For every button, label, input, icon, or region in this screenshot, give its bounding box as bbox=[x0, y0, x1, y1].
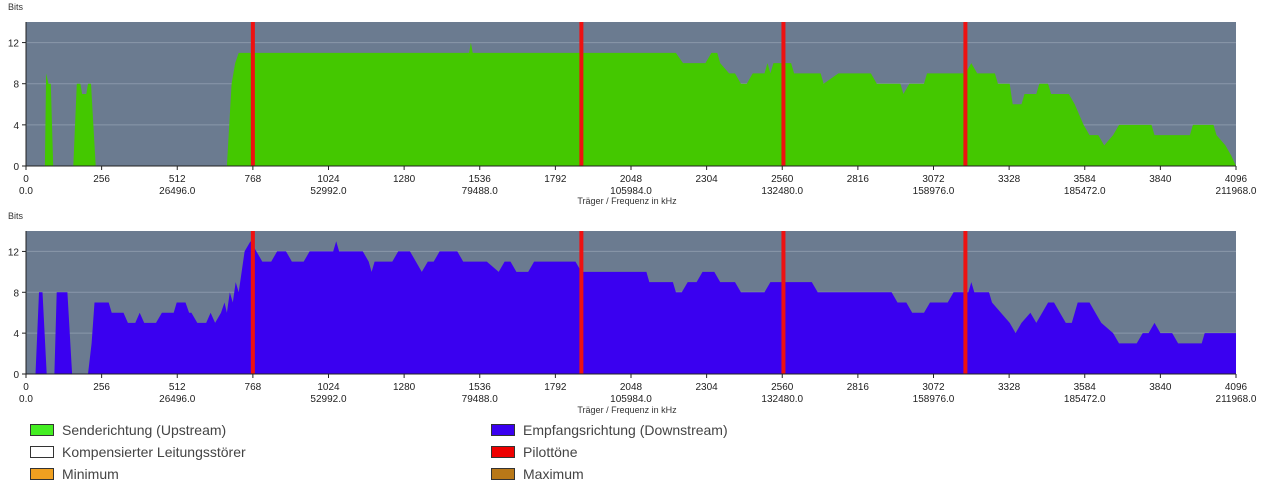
x-tick-label: 256 bbox=[93, 174, 110, 185]
x-tick-label: 1536 bbox=[469, 382, 492, 393]
frequency-tick-label: 0.0 bbox=[19, 186, 33, 197]
frequency-tick-label: 132480.0 bbox=[761, 186, 803, 197]
x-tick-label: 1536 bbox=[469, 174, 492, 185]
legend-item-downstream: Empfangsrichtung (Downstream) bbox=[491, 420, 728, 440]
downstream-chart: Bits Träger / Frequenz in kHz 0 4 8 12 0 256 5… bbox=[8, 211, 1257, 415]
frequency-tick-label: 26496.0 bbox=[159, 394, 196, 405]
x-tick-label: 1024 bbox=[317, 382, 340, 393]
x-tick-label: 2560 bbox=[771, 382, 794, 393]
x-tick-label: 4096 bbox=[1225, 382, 1248, 393]
frequency-tick-label: 185472.0 bbox=[1064, 186, 1106, 197]
legend-swatch-maximum bbox=[491, 468, 515, 480]
legend-label: Kompensierter Leitungsstörer bbox=[62, 444, 246, 460]
x-tick-label: 3328 bbox=[998, 174, 1021, 185]
pilot-tone-marker bbox=[781, 22, 786, 166]
x-tick-label: 2560 bbox=[771, 174, 794, 185]
frequency-tick-label: 211968.0 bbox=[1216, 186, 1257, 197]
y-tick-label: 8 bbox=[13, 80, 19, 91]
pilot-tone-marker bbox=[579, 22, 584, 166]
upstream-chart: Bits Träger / Frequenz in kHz 0 4 8 12 0 256 5… bbox=[8, 2, 1257, 206]
legend-label: Empfangsrichtung (Downstream) bbox=[523, 422, 728, 438]
legend-swatch-upstream bbox=[30, 424, 54, 436]
frequency-tick-label: 0.0 bbox=[19, 394, 33, 405]
legend-swatch-minimum bbox=[30, 468, 54, 480]
legend-label: Minimum bbox=[62, 466, 119, 482]
x-tick-label: 1792 bbox=[544, 382, 567, 393]
y-tick-label: 12 bbox=[8, 247, 20, 258]
y-tick-label: 12 bbox=[8, 39, 20, 50]
x-tick-label: 512 bbox=[169, 382, 186, 393]
frequency-tick-label: 158976.0 bbox=[913, 394, 955, 405]
x-tick-label: 768 bbox=[245, 174, 262, 185]
x-tick-label: 0 bbox=[23, 382, 29, 393]
x-tick-label: 512 bbox=[169, 174, 186, 185]
y-axis-label: Bits bbox=[8, 2, 24, 12]
pilot-tone-marker bbox=[963, 231, 968, 374]
x-tick-label: 3072 bbox=[922, 382, 945, 393]
legend-swatch-compensated-noise bbox=[30, 446, 54, 458]
legend-label: Pilottöne bbox=[523, 444, 578, 460]
x-tick-label: 3584 bbox=[1074, 174, 1097, 185]
legend-swatch-pilot-tones bbox=[491, 446, 515, 458]
legend-item-upstream: Senderichtung (Upstream) bbox=[30, 420, 226, 440]
legend-item-pilot-tones: Pilottöne bbox=[491, 442, 577, 462]
frequency-tick-label: 211968.0 bbox=[1216, 394, 1257, 405]
pilot-tone-marker bbox=[963, 22, 968, 166]
x-tick-label: 3328 bbox=[998, 382, 1021, 393]
frequency-tick-label: 26496.0 bbox=[159, 186, 196, 197]
x-tick-label: 0 bbox=[23, 174, 29, 185]
frequency-tick-label: 105984.0 bbox=[610, 186, 652, 197]
x-axis-label: Träger / Frequenz in kHz bbox=[577, 196, 677, 206]
x-tick-label: 3072 bbox=[922, 174, 945, 185]
y-tick-label: 4 bbox=[13, 121, 19, 132]
frequency-tick-label: 105984.0 bbox=[610, 394, 652, 405]
legend-item-maximum: Maximum bbox=[491, 464, 584, 484]
legend-swatch-downstream bbox=[491, 424, 515, 436]
x-axis-label: Träger / Frequenz in kHz bbox=[577, 405, 677, 415]
x-tick-label: 2816 bbox=[847, 382, 870, 393]
y-axis-label: Bits bbox=[8, 211, 24, 221]
frequency-tick-label: 185472.0 bbox=[1064, 394, 1106, 405]
pilot-tone-marker bbox=[250, 22, 255, 166]
chart-legend: Senderichtung (Upstream) Empfangsrichtun… bbox=[30, 420, 1030, 486]
x-tick-label: 2816 bbox=[847, 174, 870, 185]
pilot-tone-marker bbox=[250, 231, 255, 374]
y-tick-label: 4 bbox=[13, 329, 19, 340]
x-tick-label: 1280 bbox=[393, 382, 416, 393]
frequency-tick-label: 79488.0 bbox=[462, 394, 499, 405]
legend-label: Senderichtung (Upstream) bbox=[62, 422, 227, 438]
frequency-tick-label: 132480.0 bbox=[761, 394, 803, 405]
x-tick-label: 3840 bbox=[1149, 382, 1172, 393]
y-tick-label: 0 bbox=[13, 162, 19, 173]
x-tick-label: 2048 bbox=[620, 174, 643, 185]
x-tick-label: 4096 bbox=[1225, 174, 1248, 185]
x-tick-label: 2304 bbox=[696, 382, 719, 393]
x-tick-label: 1024 bbox=[317, 174, 340, 185]
x-tick-label: 768 bbox=[245, 382, 262, 393]
x-tick-label: 3840 bbox=[1149, 174, 1172, 185]
frequency-tick-label: 52992.0 bbox=[310, 186, 347, 197]
x-tick-label: 256 bbox=[93, 382, 110, 393]
bits-area-series bbox=[35, 241, 1236, 374]
frequency-tick-label: 79488.0 bbox=[462, 186, 499, 197]
x-tick-label: 1280 bbox=[393, 174, 416, 185]
pilot-tone-marker bbox=[579, 231, 584, 374]
bits-area-series bbox=[44, 42, 1236, 166]
legend-item-minimum: Minimum bbox=[30, 464, 119, 484]
y-tick-label: 8 bbox=[13, 288, 19, 299]
legend-label: Maximum bbox=[523, 466, 584, 482]
x-tick-label: 3584 bbox=[1074, 382, 1097, 393]
frequency-tick-label: 158976.0 bbox=[913, 186, 955, 197]
x-tick-label: 1792 bbox=[544, 174, 567, 185]
y-tick-label: 0 bbox=[13, 370, 19, 381]
charts-canvas: Bits Träger / Frequenz in kHz 0 4 8 12 0 256 5… bbox=[8, 2, 1257, 415]
x-tick-label: 2304 bbox=[696, 174, 719, 185]
pilot-tone-marker bbox=[781, 231, 786, 374]
frequency-tick-label: 52992.0 bbox=[310, 394, 347, 405]
legend-item-compensated-noise: Kompensierter Leitungsstörer bbox=[30, 442, 246, 462]
x-tick-label: 2048 bbox=[620, 382, 643, 393]
